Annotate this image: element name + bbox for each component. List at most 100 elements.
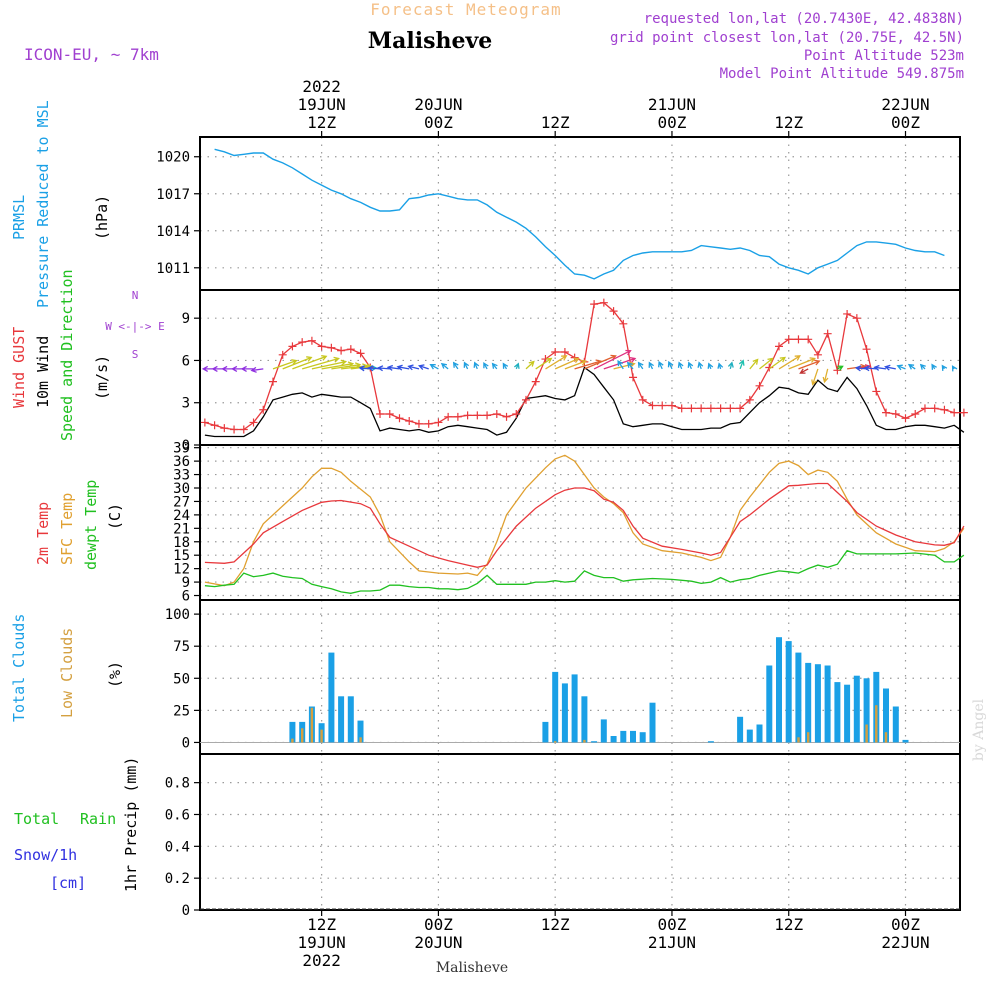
total-cloud-bar [347, 696, 354, 743]
total-cloud-bar [902, 739, 909, 743]
gust-marker [813, 350, 822, 359]
wind-arrow [545, 355, 568, 370]
total-cloud-bar [328, 652, 335, 743]
gust-marker [473, 411, 482, 420]
gust-marker [531, 377, 540, 386]
low-cloud-bar [583, 739, 586, 743]
bottom-time-label: 12Z [307, 915, 336, 934]
gust-marker [376, 410, 385, 418]
gust-marker [619, 319, 628, 328]
gust-marker [599, 298, 608, 307]
top-time-label: 00Z [658, 113, 687, 132]
wind-arrow [873, 364, 887, 371]
gust-marker [307, 336, 316, 345]
total-cloud-bar [581, 696, 588, 743]
gust-marker [843, 309, 852, 318]
gust-marker [356, 349, 365, 358]
top-time-label: 12Z [541, 113, 570, 132]
bottom-time-label: 19JUN [298, 933, 346, 952]
gust-marker [395, 414, 404, 423]
total-cloud-bar [610, 736, 617, 743]
gust-marker [268, 377, 277, 386]
total-cloud-bar [785, 641, 792, 743]
gust-marker [560, 348, 569, 356]
gust-marker [453, 412, 462, 421]
total-cloud-bar [591, 741, 598, 743]
gust-marker [512, 410, 521, 418]
bottom-time-label: 00Z [891, 915, 920, 934]
temp-ylabel-2: SFC Temp [58, 493, 76, 565]
total-cloud-bar [756, 724, 763, 743]
gust-marker [745, 395, 754, 404]
dewpoint-line [204, 549, 965, 594]
gust-marker [706, 404, 715, 413]
gust-marker [230, 425, 239, 434]
top-time-label: 19JUN [298, 95, 346, 114]
gust-marker [200, 418, 209, 427]
compass-south: S [132, 348, 139, 361]
wind-arrow [593, 349, 632, 370]
bottom-time-label: 00Z [424, 915, 453, 934]
wind-arrow [535, 357, 553, 370]
pressure-ylabel-2: Pressure Reduced to MSL [34, 100, 52, 308]
gust-marker [444, 412, 453, 421]
wind-arrow [525, 360, 535, 370]
precip-panel: 0 0.2 0.4 0.6 0.8 [165, 753, 961, 919]
gust-marker [920, 404, 929, 413]
total-cloud-bar [776, 637, 782, 743]
gust-marker [697, 404, 706, 413]
clouds-panel: 0 25 50 75 100 [165, 599, 961, 755]
gust-marker [405, 417, 414, 426]
gust-marker [521, 395, 530, 404]
temp-ylabel-1: 2m Temp [34, 502, 52, 565]
y-tick-label: 9 [182, 575, 190, 591]
wind-arrow [302, 356, 340, 370]
wind-arrow [798, 359, 821, 370]
gust-marker [794, 335, 803, 344]
total-cloud-bar [289, 721, 296, 743]
gust-marker [872, 387, 881, 396]
low-cloud-bar [310, 707, 314, 743]
gust-marker [823, 329, 832, 338]
temp-2m-line [204, 482, 965, 568]
precip-cm-label: [cm] [50, 874, 86, 892]
wind-speed-line [204, 366, 965, 438]
wind-arrow [863, 365, 877, 372]
location-title: Malisheve [368, 28, 492, 54]
top-time-label: 00Z [424, 113, 453, 132]
y-tick-label: 33 [173, 468, 190, 484]
top-time-label: 22JUN [881, 95, 929, 114]
gust-marker [852, 314, 861, 323]
wind-arrow [667, 360, 674, 370]
y-tick-label: 6 [182, 353, 190, 369]
y-tick-label: 12 [173, 562, 190, 578]
y-tick-label: 0 [182, 735, 190, 751]
wind-arrow [376, 365, 390, 372]
gust-marker [327, 343, 336, 352]
wind-arrow [822, 368, 829, 384]
gust-marker [259, 405, 268, 414]
total-cloud-bar [630, 730, 636, 743]
wind-arrow [931, 363, 937, 370]
gust-marker [911, 410, 920, 418]
wind-arrow [463, 361, 470, 370]
gust-marker [648, 401, 657, 410]
low-cloud-bar [301, 728, 304, 743]
y-tick-label: 0.2 [165, 871, 190, 887]
top-time-label: 21JUN [648, 95, 696, 114]
compass-north: N [132, 289, 139, 302]
total-cloud-bar [834, 682, 841, 743]
precip-total-label: Total [14, 810, 59, 828]
low-cloud-bar [865, 724, 868, 743]
total-cloud-bar [600, 719, 607, 743]
y-tick-label: 39 [173, 441, 190, 457]
wind-ylabel-3: Speed and Direction [58, 269, 76, 441]
wind-arrow [759, 357, 774, 370]
gust-marker [210, 421, 219, 430]
y-tick-label: 1020 [156, 150, 190, 166]
total-cloud-bar [552, 671, 559, 743]
wind-arrow [677, 361, 684, 370]
y-tick-label: 75 [173, 639, 190, 655]
